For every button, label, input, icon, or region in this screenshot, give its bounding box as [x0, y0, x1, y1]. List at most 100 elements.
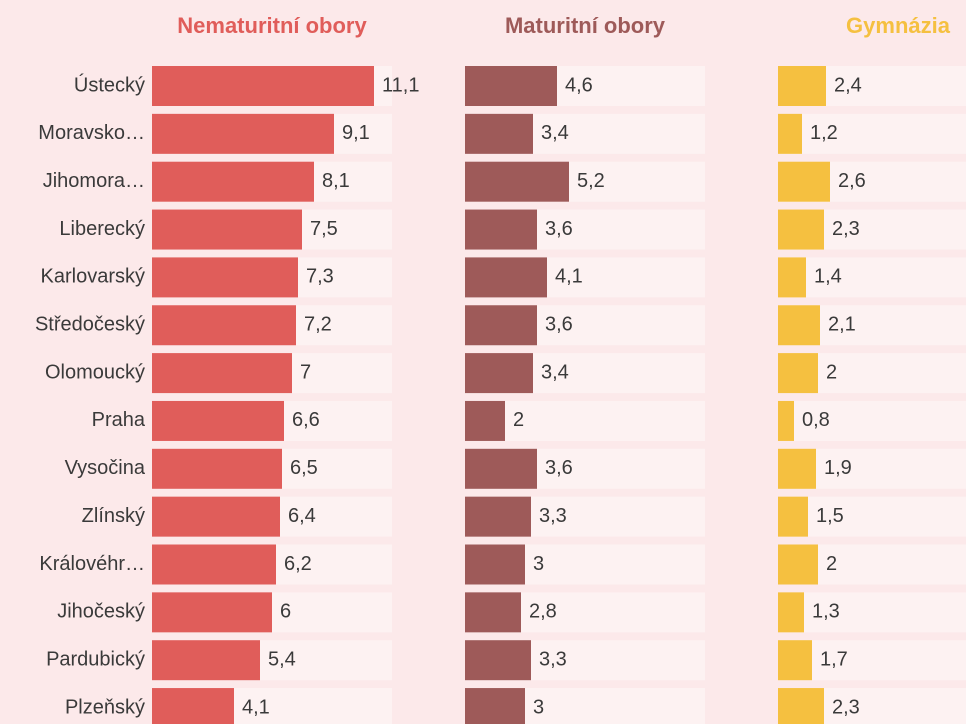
value-label: 1,5	[816, 505, 844, 527]
value-label: 6	[280, 601, 291, 623]
bar	[152, 400, 284, 441]
bar	[778, 257, 806, 298]
bar-track	[778, 113, 966, 154]
category-label: Olomoucký	[45, 361, 145, 383]
bar	[778, 353, 818, 394]
bar	[778, 113, 802, 154]
bar	[465, 640, 531, 681]
value-label: 4,1	[555, 266, 583, 288]
bar	[465, 161, 569, 202]
bar	[465, 496, 531, 537]
value-label: 2,8	[529, 601, 557, 623]
value-label: 7	[300, 361, 311, 383]
category-label: Moravsko…	[38, 122, 145, 144]
bar	[152, 688, 234, 724]
value-label: 6,6	[292, 409, 320, 431]
bar	[778, 305, 820, 346]
category-label: Liberecký	[59, 218, 145, 240]
value-label: 8,1	[322, 170, 350, 192]
bar	[152, 592, 272, 633]
bar	[152, 353, 292, 394]
value-label: 3	[533, 553, 544, 575]
bar	[465, 209, 537, 250]
category-label: Pardubický	[46, 648, 145, 670]
bar	[152, 113, 334, 154]
value-label: 2	[513, 409, 524, 431]
value-label: 6,2	[284, 553, 312, 575]
bar	[778, 544, 818, 585]
bar	[152, 640, 260, 681]
bar	[152, 496, 280, 537]
value-label: 2	[826, 361, 837, 383]
value-label: 2,6	[838, 170, 866, 192]
value-label: 2,3	[832, 696, 860, 718]
bar	[465, 592, 521, 633]
value-label: 7,3	[306, 266, 334, 288]
bar	[778, 640, 812, 681]
category-label: Zlínský	[82, 505, 145, 527]
value-label: 3,6	[545, 457, 573, 479]
value-label: 4,6	[565, 74, 593, 96]
bar	[465, 66, 557, 106]
bar	[778, 592, 804, 633]
panel-title: Nematuritní obory	[177, 13, 367, 38]
bar	[152, 448, 282, 489]
category-label: Praha	[92, 409, 146, 431]
value-label: 3,6	[545, 314, 573, 336]
value-label: 1,9	[824, 457, 852, 479]
value-label: 4,1	[242, 696, 270, 718]
category-label: Plzeňský	[65, 696, 145, 718]
bar	[152, 66, 374, 106]
category-label: Jihomora…	[43, 170, 145, 192]
bar	[152, 161, 314, 202]
category-label: Karlovarský	[41, 266, 145, 288]
value-label: 9,1	[342, 122, 370, 144]
category-label: Vysočina	[65, 457, 146, 479]
value-label: 6,5	[290, 457, 318, 479]
value-label: 1,3	[812, 601, 840, 623]
value-label: 3,6	[545, 218, 573, 240]
bar-track	[778, 257, 966, 298]
bar-track	[778, 400, 966, 441]
value-label: 5,2	[577, 170, 605, 192]
bar	[465, 257, 547, 298]
bar	[152, 209, 302, 250]
value-label: 5,4	[268, 648, 296, 670]
bar	[152, 257, 298, 298]
value-label: 3,3	[539, 505, 567, 527]
bar-track	[778, 592, 966, 633]
panel-title: Maturitní obory	[505, 13, 666, 38]
value-label: 1,7	[820, 648, 848, 670]
bar	[465, 448, 537, 489]
value-label: 3,3	[539, 648, 567, 670]
category-label: Ústecký	[74, 73, 145, 96]
value-label: 3,4	[541, 122, 569, 144]
value-label: 3,4	[541, 361, 569, 383]
category-label: Jihočeský	[57, 601, 145, 623]
bar	[152, 305, 296, 346]
panel-title: Gymnázia	[846, 13, 951, 38]
category-label: Královéhr…	[39, 553, 145, 575]
bar	[465, 113, 533, 154]
bar	[465, 400, 505, 441]
bar	[465, 544, 525, 585]
value-label: 3	[533, 696, 544, 718]
value-label: 7,5	[310, 218, 338, 240]
bar	[778, 400, 794, 441]
value-label: 2,1	[828, 314, 856, 336]
value-label: 1,2	[810, 122, 838, 144]
bar	[778, 66, 826, 106]
value-label: 6,4	[288, 505, 316, 527]
bar	[465, 688, 525, 724]
bar	[465, 353, 533, 394]
bar-track	[778, 496, 966, 537]
bar	[778, 496, 808, 537]
bar	[778, 448, 816, 489]
bar	[465, 305, 537, 346]
value-label: 2,4	[834, 74, 862, 96]
value-label: 2,3	[832, 218, 860, 240]
value-label: 2	[826, 553, 837, 575]
bar	[152, 544, 276, 585]
value-label: 0,8	[802, 409, 830, 431]
